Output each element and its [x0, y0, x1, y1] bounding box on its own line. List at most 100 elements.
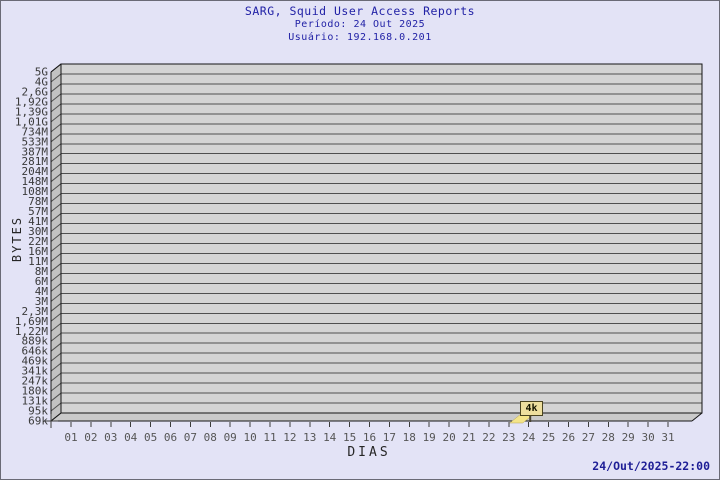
x-tick-label: 08	[204, 431, 217, 444]
y-tick-label: 247k	[22, 375, 49, 388]
y-tick-label: 57M	[28, 205, 48, 218]
grid-line-side	[50, 193, 62, 203]
y-tick-label: 4M	[35, 285, 49, 298]
x-tick-label: 05	[144, 431, 157, 444]
x-tick-label: 27	[582, 431, 595, 444]
chart-period: Período: 24 Out 2025	[294, 19, 426, 30]
y-tick-label: 281M	[22, 155, 49, 168]
y-tick-label: 1,92G	[15, 95, 48, 108]
grid-line-side	[50, 352, 62, 362]
x-tick-label: 15	[343, 431, 356, 444]
grid-line-side	[50, 273, 62, 282]
grid-line-side	[50, 143, 62, 153]
y-tick-label: 30M	[28, 225, 48, 238]
y-tick-label: 41M	[28, 215, 48, 228]
y-tick-label: 5G	[35, 66, 48, 79]
x-tick-label: 10	[243, 431, 256, 444]
y-tick-label: 11M	[28, 255, 48, 268]
bottom-right-edge	[691, 412, 703, 422]
y-tick-label: 95k	[28, 405, 48, 418]
y-tick-label: 6M	[35, 275, 49, 288]
grid-line-side	[50, 392, 62, 402]
report-timestamp: 24/Out/2025-22:00	[592, 459, 710, 473]
x-tick-label: 28	[602, 431, 615, 444]
x-tick-label: 14	[323, 431, 337, 444]
y-axis-title: BYTES	[10, 215, 24, 263]
grid-line-side	[50, 73, 62, 83]
grid-line-side	[50, 163, 62, 173]
grid-line-side	[50, 243, 62, 252]
x-tick-label: 01	[64, 431, 77, 444]
x-tick-label: 13	[303, 431, 316, 444]
grid-line-side	[50, 103, 62, 113]
x-tick-label: 12	[283, 431, 296, 444]
x-tick-label: 18	[403, 431, 416, 444]
y-tick-label: 889k	[22, 335, 49, 348]
grid-line-side	[50, 282, 62, 292]
x-tick-label: 17	[383, 431, 396, 444]
x-tick-label: 25	[542, 431, 555, 444]
bottom-left-edge	[50, 412, 62, 422]
x-tick-label: 04	[124, 431, 138, 444]
y-tick-label: 1,39G	[15, 105, 48, 118]
grid-line-side	[50, 233, 62, 242]
grid-line-side	[50, 203, 62, 212]
x-tick-label: 23	[502, 431, 515, 444]
grid-line-side	[50, 123, 62, 133]
x-tick-label: 31	[661, 431, 674, 444]
y-tick-label: 78M	[28, 195, 48, 208]
x-tick-label: 29	[622, 431, 635, 444]
x-tick-label: 21	[462, 431, 475, 444]
top-left-edge	[50, 63, 62, 73]
grid-line-side	[50, 342, 62, 352]
chart-header: SARG, Squid User Access Reports Período:…	[1, 5, 719, 44]
y-tick-label: 108M	[22, 185, 49, 198]
chart-left-face	[51, 64, 61, 421]
x-tick-label: 09	[224, 431, 237, 444]
grid-line-side	[50, 302, 62, 312]
grid-line-side	[50, 113, 62, 123]
y-tick-label: 533M	[22, 135, 49, 148]
grid-line-side	[50, 223, 62, 232]
y-tick-label: 180k	[22, 385, 49, 398]
y-tick-label: 22M	[28, 235, 48, 248]
grid-line-side	[50, 402, 62, 412]
y-tick-label: 1,69M	[15, 315, 48, 328]
y-tick-label: 646k	[22, 345, 49, 358]
grid-line-side	[50, 153, 62, 163]
x-tick-label: 19	[423, 431, 436, 444]
y-tick-label: 1,01G	[15, 115, 48, 128]
y-tick-label: 131k	[22, 395, 49, 408]
x-tick-label: 24	[522, 431, 536, 444]
wall-outline	[60, 63, 703, 414]
x-tick-label: 07	[184, 431, 197, 444]
x-tick-label: 02	[84, 431, 97, 444]
x-tick-label: 06	[164, 431, 177, 444]
grid-line-side	[50, 332, 62, 342]
y-tick-label: 387M	[22, 145, 49, 158]
x-axis-ticks: 01 02 03 04 05 06 07 08 09 10 11 12 13 14 15 16 17 18 19 20…	[64, 422, 675, 444]
grid-line-side	[50, 263, 62, 272]
grid-line-side	[50, 362, 62, 372]
grid-line-side	[50, 322, 62, 332]
grid-line-side	[50, 292, 62, 302]
y-tick-label: 148M	[22, 175, 49, 188]
x-tick-label: 03	[104, 431, 117, 444]
y-tick-label: 16M	[28, 245, 48, 258]
x-tick-label: 11	[263, 431, 276, 444]
y-tick-label: 341k	[22, 365, 49, 378]
y-tick-label: 2,6G	[22, 85, 49, 98]
y-tick-label: 204M	[22, 165, 49, 178]
y-tick-label: 4G	[35, 75, 48, 88]
chart-back-wall	[61, 64, 702, 413]
grid-line-side	[50, 253, 62, 262]
grid-line-side	[50, 312, 62, 322]
y-tick-label: 734M	[22, 125, 49, 138]
grid-line-side	[50, 93, 62, 103]
grid-line-side	[50, 183, 62, 193]
grid-line-side	[50, 213, 62, 222]
grid-line-side	[50, 173, 62, 183]
x-tick-label: 22	[482, 431, 495, 444]
grid-line-side	[50, 372, 62, 382]
